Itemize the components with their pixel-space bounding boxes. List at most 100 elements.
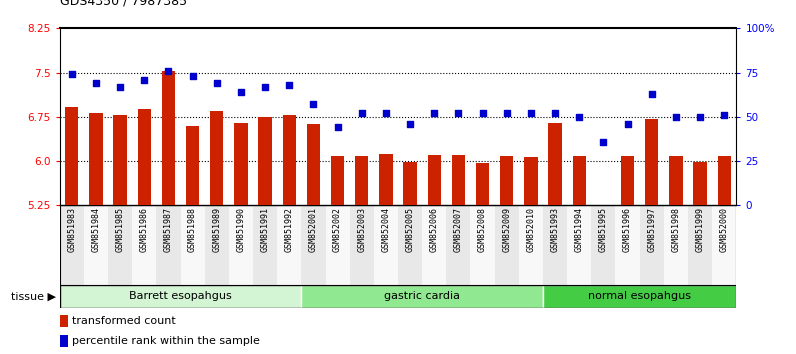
Bar <box>277 205 302 285</box>
Bar <box>500 156 513 205</box>
Bar <box>664 205 688 285</box>
Text: GSM852004: GSM852004 <box>381 207 390 252</box>
Bar <box>114 115 127 205</box>
Bar <box>543 285 736 308</box>
Point <box>210 80 223 86</box>
Text: GSM851993: GSM851993 <box>551 207 560 252</box>
Text: GSM852003: GSM852003 <box>357 207 366 252</box>
Bar <box>717 156 731 205</box>
Text: GSM851988: GSM851988 <box>188 207 197 252</box>
Point <box>380 110 392 116</box>
Point <box>235 89 248 95</box>
Point <box>669 114 682 120</box>
Bar <box>60 285 302 308</box>
Text: GSM851989: GSM851989 <box>213 207 221 252</box>
Text: GSM852009: GSM852009 <box>502 207 511 252</box>
Point <box>597 139 610 144</box>
Text: GSM851997: GSM851997 <box>647 207 656 252</box>
Point <box>548 110 561 116</box>
Point <box>718 112 731 118</box>
Bar <box>259 117 271 205</box>
Point <box>114 84 127 90</box>
Text: transformed count: transformed count <box>72 316 175 326</box>
Bar <box>470 205 494 285</box>
Bar <box>355 156 369 205</box>
Text: GSM852000: GSM852000 <box>720 207 728 252</box>
Bar <box>306 125 320 205</box>
Text: GSM851985: GSM851985 <box>115 207 125 252</box>
Text: Barrett esopahgus: Barrett esopahgus <box>129 291 232 302</box>
Bar <box>525 157 537 205</box>
Point <box>65 72 78 77</box>
Text: GSM852001: GSM852001 <box>309 207 318 252</box>
Text: percentile rank within the sample: percentile rank within the sample <box>72 336 259 346</box>
Bar <box>669 156 682 205</box>
Bar <box>84 205 108 285</box>
Bar <box>452 155 465 205</box>
Text: GSM851998: GSM851998 <box>671 207 681 252</box>
Bar <box>162 72 175 205</box>
Point <box>452 110 465 116</box>
Bar <box>331 156 344 205</box>
Point <box>525 110 537 116</box>
Point <box>501 110 513 116</box>
Bar <box>108 205 132 285</box>
Point <box>90 80 103 86</box>
Bar <box>374 205 398 285</box>
Bar <box>302 285 543 308</box>
Bar <box>422 205 447 285</box>
Text: GSM851987: GSM851987 <box>164 207 173 252</box>
Point <box>331 125 344 130</box>
Bar <box>60 205 84 285</box>
Text: GSM851984: GSM851984 <box>92 207 100 252</box>
Point <box>476 110 489 116</box>
Bar <box>615 205 640 285</box>
Text: GSM852007: GSM852007 <box>454 207 463 252</box>
Bar <box>591 205 615 285</box>
Text: GSM851983: GSM851983 <box>68 207 76 252</box>
Point <box>355 110 368 116</box>
Bar <box>89 113 103 205</box>
Text: GSM851990: GSM851990 <box>236 207 245 252</box>
Text: GSM851986: GSM851986 <box>140 207 149 252</box>
Bar <box>645 119 658 205</box>
Point <box>404 121 416 127</box>
Bar <box>210 111 224 205</box>
Point <box>693 114 706 120</box>
Bar <box>476 163 490 205</box>
Bar <box>567 205 591 285</box>
Bar <box>494 205 519 285</box>
Bar <box>326 205 349 285</box>
Bar <box>548 123 562 205</box>
Bar <box>640 205 664 285</box>
Bar <box>181 205 205 285</box>
Text: GSM852008: GSM852008 <box>478 207 487 252</box>
Bar <box>65 107 79 205</box>
Bar <box>398 205 422 285</box>
Bar <box>543 205 567 285</box>
Bar <box>379 154 392 205</box>
Bar <box>186 126 199 205</box>
Bar <box>572 156 586 205</box>
Point <box>259 84 271 90</box>
Point <box>307 102 320 107</box>
Bar <box>283 115 296 205</box>
Point <box>186 73 199 79</box>
Text: GSM851992: GSM851992 <box>285 207 294 252</box>
Bar <box>302 205 326 285</box>
Point <box>162 68 175 74</box>
Text: GDS4350 / 7987385: GDS4350 / 7987385 <box>60 0 187 7</box>
Text: GSM851999: GSM851999 <box>696 207 704 252</box>
Bar <box>693 162 707 205</box>
Bar <box>156 205 181 285</box>
Bar <box>60 315 68 327</box>
Bar <box>60 335 68 347</box>
Bar <box>621 156 634 205</box>
Text: GSM852002: GSM852002 <box>333 207 342 252</box>
Text: GSM852010: GSM852010 <box>526 207 536 252</box>
Bar <box>138 109 151 205</box>
Bar <box>205 205 229 285</box>
Text: GSM852006: GSM852006 <box>430 207 439 252</box>
Bar <box>712 205 736 285</box>
Bar <box>253 205 277 285</box>
